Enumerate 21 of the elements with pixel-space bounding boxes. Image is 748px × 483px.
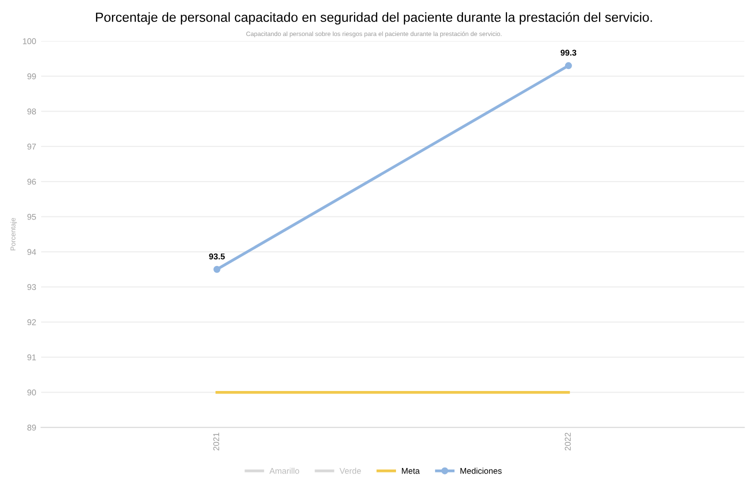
x-tick-label: 2022 [564,432,571,450]
legend-label: Meta [402,468,420,474]
y-tick-label: 98 [27,108,36,114]
y-tick-label: 89 [27,424,36,431]
y-tick-label: 93 [27,284,36,290]
legend-label: Amarillo [269,468,300,474]
x-tick-label: 2021 [213,432,220,450]
legend-label: Mediciones [460,468,502,474]
chart-title: Porcentaje de personal capacitado en seguridad del paciente durante la prestación del servicio. [96,12,652,25]
data-label: 93.5 [209,254,225,260]
y-tick-label: 92 [27,319,36,326]
data-label: 99.3 [560,50,576,56]
y-tick-label: 94 [27,249,36,255]
y-tick-label: 91 [27,354,36,360]
y-tick-label: 96 [27,178,36,185]
y-tick-label: 95 [27,214,36,220]
y-tick-label: 97 [27,144,36,150]
legend-label: Verde [340,468,361,474]
y-tick-label: 100 [23,38,36,44]
y-tick-label: 99 [27,73,36,80]
y-tick-label: 90 [27,390,36,396]
